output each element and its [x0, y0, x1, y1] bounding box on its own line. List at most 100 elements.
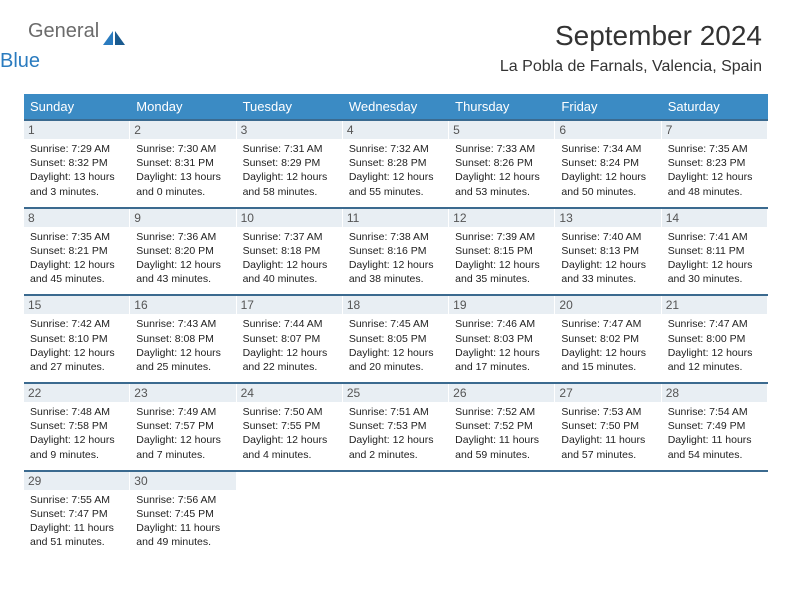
calendar-cell: 23Sunrise: 7:49 AMSunset: 7:57 PMDayligh…	[130, 384, 236, 470]
calendar-cell: 20Sunrise: 7:47 AMSunset: 8:02 PMDayligh…	[555, 296, 661, 382]
sunrise-line: Sunrise: 7:31 AM	[243, 142, 336, 156]
calendar-cell: 10Sunrise: 7:37 AMSunset: 8:18 PMDayligh…	[237, 209, 343, 295]
calendar-cell: 9Sunrise: 7:36 AMSunset: 8:20 PMDaylight…	[130, 209, 236, 295]
sunset-line: Sunset: 7:45 PM	[136, 507, 229, 521]
sunrise-line: Sunrise: 7:40 AM	[561, 230, 654, 244]
daylight-line: Daylight: 12 hours and 40 minutes.	[243, 258, 336, 286]
calendar-cell: 13Sunrise: 7:40 AMSunset: 8:13 PMDayligh…	[555, 209, 661, 295]
day-number: 27	[555, 384, 660, 402]
daylight-line: Daylight: 11 hours and 54 minutes.	[668, 433, 761, 461]
calendar-cell: .	[555, 472, 661, 558]
sunset-line: Sunset: 8:24 PM	[561, 156, 654, 170]
daylight-line: Daylight: 13 hours and 3 minutes.	[30, 170, 123, 198]
sunrise-line: Sunrise: 7:53 AM	[561, 405, 654, 419]
sunrise-line: Sunrise: 7:32 AM	[349, 142, 442, 156]
calendar-cell: 28Sunrise: 7:54 AMSunset: 7:49 PMDayligh…	[662, 384, 768, 470]
calendar-cell: .	[449, 472, 555, 558]
sunrise-line: Sunrise: 7:50 AM	[243, 405, 336, 419]
sunrise-line: Sunrise: 7:47 AM	[668, 317, 761, 331]
weekday-header-row: SundayMondayTuesdayWednesdayThursdayFrid…	[24, 94, 768, 119]
day-number: 13	[555, 209, 660, 227]
page-title: September 2024	[500, 20, 762, 52]
sunset-line: Sunset: 8:32 PM	[30, 156, 123, 170]
sunset-line: Sunset: 8:23 PM	[668, 156, 761, 170]
sunrise-line: Sunrise: 7:54 AM	[668, 405, 761, 419]
day-number: 19	[449, 296, 554, 314]
sunrise-line: Sunrise: 7:36 AM	[136, 230, 229, 244]
sunset-line: Sunset: 7:55 PM	[243, 419, 336, 433]
calendar-cell: 12Sunrise: 7:39 AMSunset: 8:15 PMDayligh…	[449, 209, 555, 295]
calendar-week-row: 8Sunrise: 7:35 AMSunset: 8:21 PMDaylight…	[24, 207, 768, 295]
calendar: SundayMondayTuesdayWednesdayThursdayFrid…	[24, 94, 768, 557]
day-number: 11	[343, 209, 448, 227]
daylight-line: Daylight: 12 hours and 15 minutes.	[561, 346, 654, 374]
day-number: 14	[662, 209, 767, 227]
daylight-line: Daylight: 12 hours and 25 minutes.	[136, 346, 229, 374]
sunset-line: Sunset: 8:26 PM	[455, 156, 548, 170]
calendar-cell: .	[237, 472, 343, 558]
sunset-line: Sunset: 8:16 PM	[349, 244, 442, 258]
calendar-cell: 11Sunrise: 7:38 AMSunset: 8:16 PMDayligh…	[343, 209, 449, 295]
daylight-line: Daylight: 12 hours and 22 minutes.	[243, 346, 336, 374]
weekday-header: Sunday	[24, 94, 130, 119]
sunset-line: Sunset: 8:29 PM	[243, 156, 336, 170]
daylight-line: Daylight: 12 hours and 9 minutes.	[30, 433, 123, 461]
sunrise-line: Sunrise: 7:35 AM	[668, 142, 761, 156]
sunset-line: Sunset: 8:08 PM	[136, 332, 229, 346]
day-number: 16	[130, 296, 235, 314]
daylight-line: Daylight: 12 hours and 45 minutes.	[30, 258, 123, 286]
calendar-cell: 26Sunrise: 7:52 AMSunset: 7:52 PMDayligh…	[449, 384, 555, 470]
sunrise-line: Sunrise: 7:45 AM	[349, 317, 442, 331]
logo-triangle-icon	[115, 31, 125, 45]
day-number: 12	[449, 209, 554, 227]
day-number: 29	[24, 472, 129, 490]
calendar-cell: 29Sunrise: 7:55 AMSunset: 7:47 PMDayligh…	[24, 472, 130, 558]
logo-text-general: General	[28, 22, 99, 40]
calendar-cell: 22Sunrise: 7:48 AMSunset: 7:58 PMDayligh…	[24, 384, 130, 470]
daylight-line: Daylight: 12 hours and 48 minutes.	[668, 170, 761, 198]
calendar-cell: 4Sunrise: 7:32 AMSunset: 8:28 PMDaylight…	[343, 121, 449, 207]
calendar-cell: 1Sunrise: 7:29 AMSunset: 8:32 PMDaylight…	[24, 121, 130, 207]
daylight-line: Daylight: 12 hours and 58 minutes.	[243, 170, 336, 198]
sunset-line: Sunset: 8:10 PM	[30, 332, 123, 346]
day-number: 25	[343, 384, 448, 402]
sunrise-line: Sunrise: 7:33 AM	[455, 142, 548, 156]
sunset-line: Sunset: 8:31 PM	[136, 156, 229, 170]
header: September 2024 La Pobla de Farnals, Vale…	[500, 20, 762, 76]
day-number: 4	[343, 121, 448, 139]
day-number: 15	[24, 296, 129, 314]
calendar-cell: 5Sunrise: 7:33 AMSunset: 8:26 PMDaylight…	[449, 121, 555, 207]
daylight-line: Daylight: 12 hours and 30 minutes.	[668, 258, 761, 286]
weekday-header: Tuesday	[237, 94, 343, 119]
sunrise-line: Sunrise: 7:55 AM	[30, 493, 123, 507]
day-number: 6	[555, 121, 660, 139]
sunset-line: Sunset: 8:21 PM	[30, 244, 123, 258]
day-number: 23	[130, 384, 235, 402]
calendar-cell: 14Sunrise: 7:41 AMSunset: 8:11 PMDayligh…	[662, 209, 768, 295]
daylight-line: Daylight: 12 hours and 38 minutes.	[349, 258, 442, 286]
sunrise-line: Sunrise: 7:51 AM	[349, 405, 442, 419]
sunrise-line: Sunrise: 7:35 AM	[30, 230, 123, 244]
calendar-cell: 27Sunrise: 7:53 AMSunset: 7:50 PMDayligh…	[555, 384, 661, 470]
sunset-line: Sunset: 8:00 PM	[668, 332, 761, 346]
calendar-cell: 8 Sunrise: 7:35 AMSunset: 8:21 PMDaylight…	[24, 209, 130, 295]
day-number: 8	[24, 209, 129, 227]
daylight-line: Daylight: 11 hours and 49 minutes.	[136, 521, 229, 549]
weekday-header: Friday	[555, 94, 661, 119]
sunrise-line: Sunrise: 7:56 AM	[136, 493, 229, 507]
day-number: 9	[130, 209, 235, 227]
daylight-line: Daylight: 12 hours and 43 minutes.	[136, 258, 229, 286]
day-number: 7	[662, 121, 767, 139]
daylight-line: Daylight: 12 hours and 2 minutes.	[349, 433, 442, 461]
daylight-line: Daylight: 11 hours and 51 minutes.	[30, 521, 123, 549]
sunset-line: Sunset: 8:02 PM	[561, 332, 654, 346]
day-number: 24	[237, 384, 342, 402]
sunset-line: Sunset: 8:05 PM	[349, 332, 442, 346]
weekday-header: Wednesday	[343, 94, 449, 119]
weekday-header: Saturday	[662, 94, 768, 119]
daylight-line: Daylight: 12 hours and 50 minutes.	[561, 170, 654, 198]
calendar-cell: 24Sunrise: 7:50 AMSunset: 7:55 PMDayligh…	[237, 384, 343, 470]
calendar-week-row: 15Sunrise: 7:42 AMSunset: 8:10 PMDayligh…	[24, 294, 768, 382]
sunset-line: Sunset: 8:11 PM	[668, 244, 761, 258]
sunset-line: Sunset: 7:50 PM	[561, 419, 654, 433]
